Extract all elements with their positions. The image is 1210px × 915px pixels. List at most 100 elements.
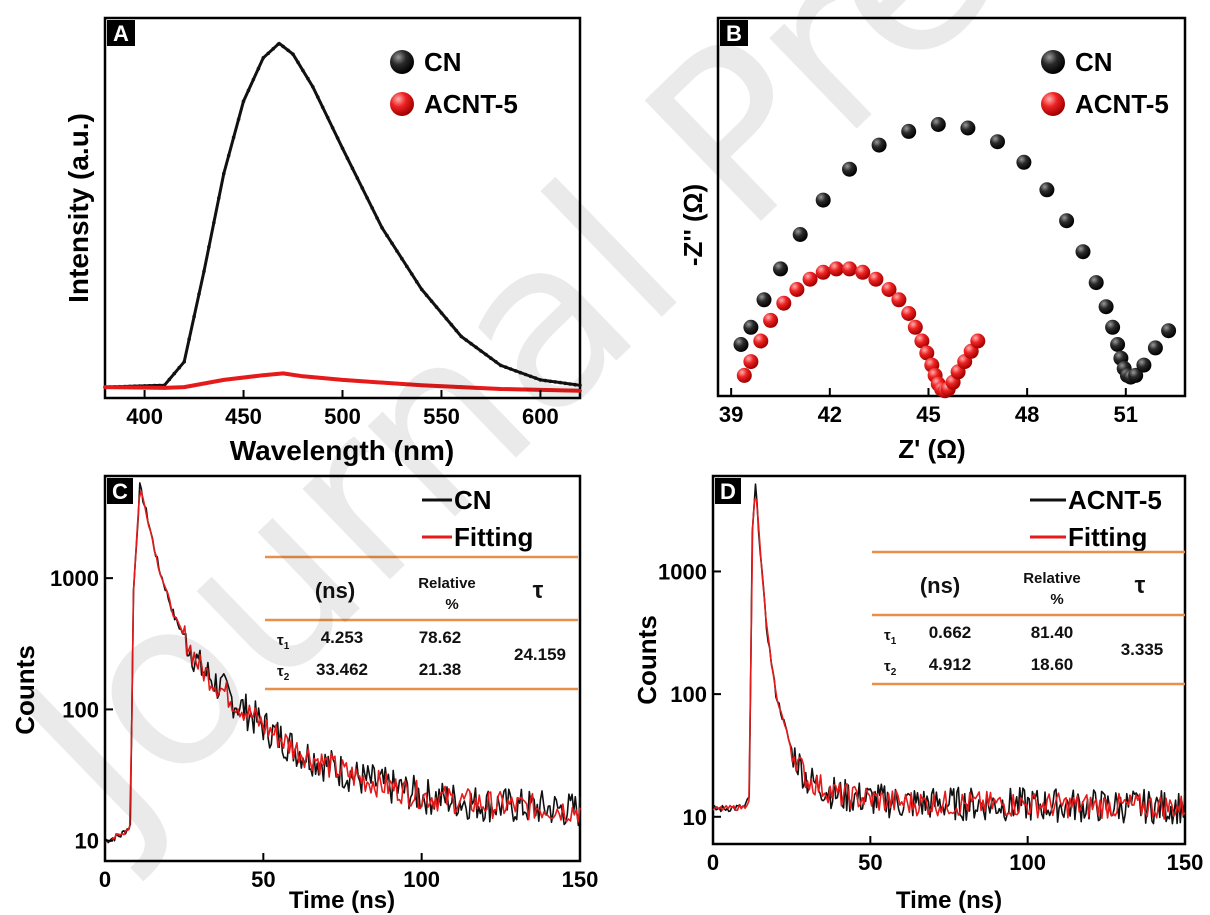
data-point — [573, 382, 577, 387]
data-point — [281, 44, 285, 49]
legend-marker-acnt-5 — [390, 92, 414, 116]
panel-a-x-axis-title: Wavelength (nm) — [230, 435, 455, 466]
table-header-percent: % — [445, 596, 458, 613]
data-point — [266, 372, 271, 377]
data-point-acnt-5 — [868, 271, 884, 287]
data-point-cn — [756, 292, 772, 308]
data-point — [469, 385, 473, 390]
data-point — [127, 385, 132, 390]
x-tick-label: 500 — [324, 404, 361, 429]
panel-d-legend: ACNT-5 Fitting — [1030, 485, 1162, 552]
data-point — [291, 52, 295, 56]
data-point — [508, 387, 513, 392]
data-point — [311, 375, 315, 380]
x-tick-label: 45 — [916, 402, 940, 427]
x-tick-label: 550 — [423, 404, 460, 429]
panel-b-label: B — [726, 21, 742, 46]
data-point — [444, 317, 449, 321]
data-point — [360, 379, 365, 384]
data-point — [568, 382, 572, 386]
data-point — [212, 379, 216, 384]
panel-b-x-axis-title: Z' (Ω) — [898, 434, 965, 464]
data-point — [306, 374, 310, 379]
data-point — [449, 322, 454, 327]
data-point-cn — [871, 137, 887, 153]
data-point — [400, 256, 404, 261]
data-point — [177, 385, 181, 390]
data-point — [261, 373, 266, 378]
panel-d: D 0 50 100 150 10 100 1000 Time (ns) Counts AC… — [632, 474, 1203, 914]
data-point-cn — [773, 261, 788, 277]
panel-a-ticks: 400 450 500 550 600 — [126, 390, 559, 429]
data-point — [271, 47, 276, 51]
data-point — [172, 371, 177, 376]
x-tick-label: 400 — [126, 404, 163, 429]
data-point — [350, 378, 355, 383]
data-point — [276, 42, 281, 46]
legend-label-fitting: Fitting — [1068, 522, 1147, 552]
data-point-acnt-5 — [881, 282, 897, 297]
data-point — [578, 383, 582, 388]
data-point — [266, 51, 271, 56]
data-point — [103, 385, 107, 389]
data-point — [523, 387, 528, 392]
data-point-cn — [1110, 337, 1126, 352]
data-point — [231, 376, 236, 381]
data-point — [395, 381, 399, 386]
data-point — [548, 379, 553, 384]
data-point — [212, 220, 216, 225]
data-point — [118, 385, 122, 390]
data-point — [504, 365, 508, 370]
data-point — [375, 216, 379, 220]
legend-label-cn: CN — [1075, 47, 1113, 77]
x-tick-label: 48 — [1015, 402, 1039, 427]
data-point — [405, 382, 409, 387]
data-point — [543, 388, 548, 392]
data-point — [523, 372, 528, 377]
x-tick-label: 600 — [522, 404, 559, 429]
data-point-cn — [792, 227, 808, 242]
data-point — [459, 385, 464, 389]
data-point-cn — [1059, 213, 1075, 229]
data-point — [202, 381, 206, 386]
data-point — [568, 388, 572, 393]
data-point-acnt-5 — [828, 261, 844, 277]
y-tick-label: 1000 — [658, 559, 707, 584]
panel-d-lifetime-table: (ns) Relative % τ τ1 τ2 0.662 81.40 4.91… — [872, 550, 1185, 686]
data-point — [207, 245, 211, 249]
data-point-cn — [990, 134, 1005, 150]
data-point — [538, 378, 543, 382]
panel-a-y-axis-title: Intensity (a.u.) — [63, 113, 94, 303]
data-point — [281, 371, 285, 376]
x-tick-label: 50 — [251, 867, 275, 892]
table-header-tau: τ — [533, 577, 544, 604]
data-point — [469, 341, 473, 346]
data-point — [330, 377, 335, 381]
data-point — [424, 383, 429, 388]
data-point — [137, 385, 142, 390]
data-point — [246, 375, 251, 379]
x-tick-label: 450 — [225, 404, 262, 429]
data-point — [167, 377, 172, 382]
data-point — [350, 166, 355, 170]
data-point — [419, 287, 424, 292]
data-point — [197, 382, 201, 387]
data-point — [449, 384, 454, 389]
table-header-relative: Relative — [1023, 570, 1081, 587]
legend-marker-cn — [1041, 50, 1065, 74]
legend-label-acnt-5: ACNT-5 — [424, 89, 518, 119]
data-point — [444, 384, 449, 389]
data-point — [518, 387, 523, 392]
data-point — [291, 373, 295, 377]
data-point — [375, 380, 379, 385]
data-point-acnt-5 — [815, 264, 831, 280]
data-point-cn — [1088, 275, 1104, 291]
data-point — [226, 153, 231, 158]
table-cell: 4.912 — [929, 655, 972, 674]
data-point — [231, 135, 236, 140]
data-point — [558, 380, 562, 385]
data-point — [261, 56, 266, 60]
data-point — [113, 385, 117, 390]
data-point — [410, 382, 414, 387]
